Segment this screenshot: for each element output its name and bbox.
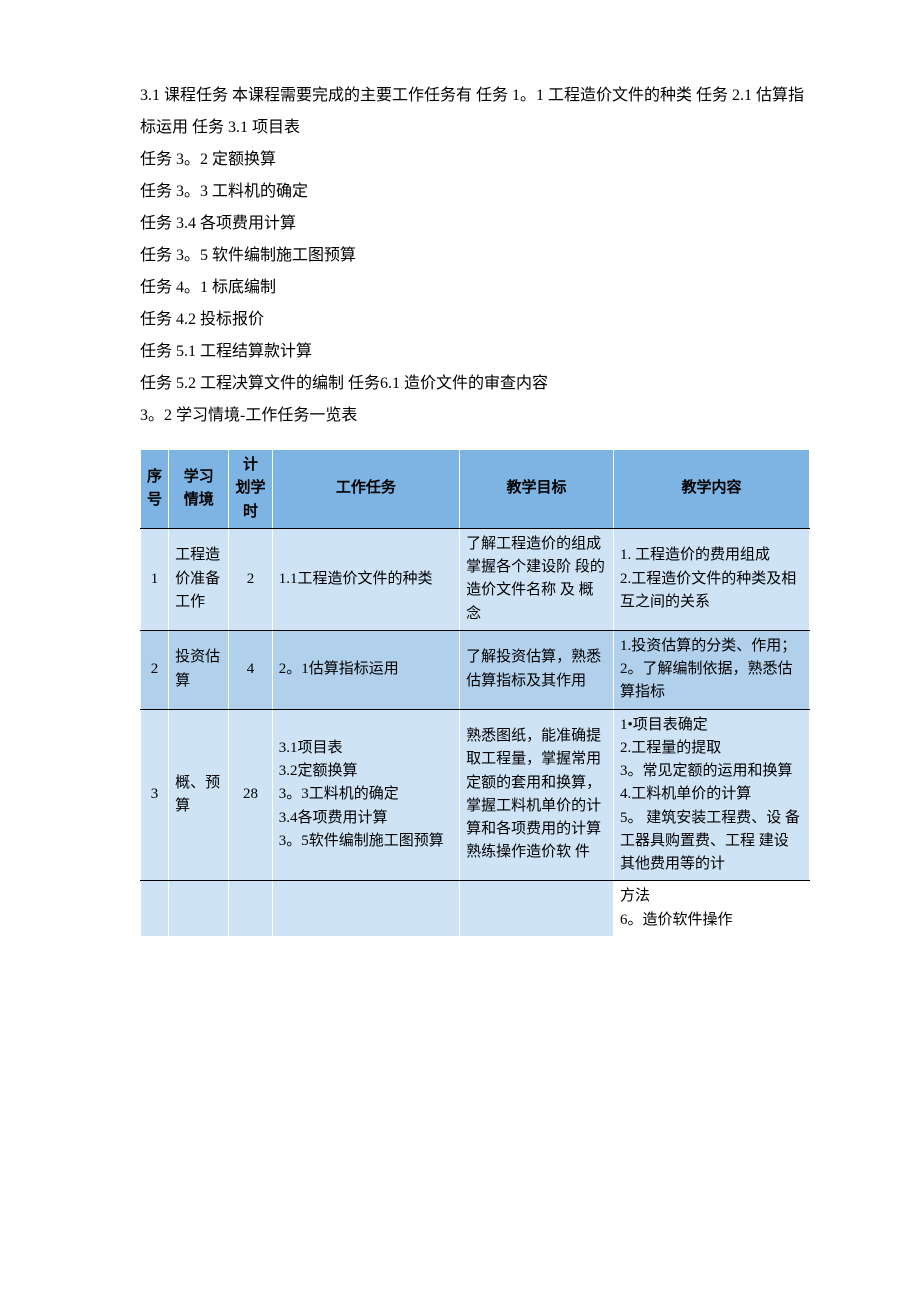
cell-hours: 28: [229, 709, 272, 881]
paragraph: 任务 3。5 软件编制施工图预算: [140, 240, 810, 272]
cell-seq: 3: [141, 709, 169, 881]
cell-content: 1•项目表确定2.工程量的提取3。常见定额的运用和换算4.工料机单价的计算5。 …: [613, 709, 809, 881]
cell-seq: 2: [141, 630, 169, 709]
cell-hours: 2: [229, 528, 272, 630]
cell-scene: 概、预算: [169, 709, 229, 881]
paragraph: 任务 4.2 投标报价: [140, 304, 810, 336]
cell-goal: 熟悉图纸，能准确提取工程量，掌握常用定额的套用和换算，掌握工料机单价的计算和各项…: [460, 709, 614, 881]
paragraph: 任务 3.4 各项费用计算: [140, 208, 810, 240]
cell-scene: 工程造价准备工作: [169, 528, 229, 630]
task-table: 序号 学习 情境 计 划学 时 工作任务 教学目标 教学内容 1 工程造价准备工…: [140, 450, 810, 936]
table-row: 方法6。造价软件操作: [141, 881, 810, 936]
cell-task: 3.1项目表3.2定额换算3。3工料机的确定3.4各项费用计算3。5软件编制施工…: [272, 709, 459, 881]
table-row: 3 概、预算 28 3.1项目表3.2定额换算3。3工料机的确定3.4各项费用计…: [141, 709, 810, 881]
paragraph: 任务 5.1 工程结算款计算: [140, 336, 810, 368]
cell-content: 1. 工程造价的费用组成2.工程造价文件的种类及相互之间的关系: [613, 528, 809, 630]
cell-content: 方法6。造价软件操作: [613, 881, 809, 936]
cell-content: 1.投资估算的分类、作用；2。了解编制依据，熟悉估算指标: [613, 630, 809, 709]
table-row: 2 投资估算 4 2。1估算指标运用 了解投资估算，熟悉估算指标及其作用 1.投…: [141, 630, 810, 709]
cell-goal: [460, 881, 614, 936]
col-header-hours: 计 划学 时: [229, 450, 272, 528]
paragraph: 3。2 学习情境-工作任务一览表: [140, 400, 810, 432]
cell-seq: 1: [141, 528, 169, 630]
cell-hours: 4: [229, 630, 272, 709]
table-row: 1 工程造价准备工作 2 1.1工程造价文件的种类 了解工程造价的组成掌握各个建…: [141, 528, 810, 630]
col-header-task: 工作任务: [272, 450, 459, 528]
paragraph: 任务 5.2 工程决算文件的编制 任务6.1 造价文件的审查内容: [140, 368, 810, 400]
paragraph: 任务 3。2 定额换算: [140, 144, 810, 176]
cell-goal: 了解投资估算，熟悉估算指标及其作用: [460, 630, 614, 709]
paragraph: 3.1 课程任务 本课程需要完成的主要工作任务有 任务 1。1 工程造价文件的种…: [140, 80, 810, 144]
cell-goal: 了解工程造价的组成掌握各个建设阶 段的造价文件名称 及 概念: [460, 528, 614, 630]
col-header-seq: 序号: [141, 450, 169, 528]
intro-text: 3.1 课程任务 本课程需要完成的主要工作任务有 任务 1。1 工程造价文件的种…: [140, 80, 810, 432]
cell-hours: [229, 881, 272, 936]
cell-task: 1.1工程造价文件的种类: [272, 528, 459, 630]
cell-task: [272, 881, 459, 936]
col-header-scene: 学习 情境: [169, 450, 229, 528]
cell-scene: 投资估算: [169, 630, 229, 709]
paragraph: 任务 3。3 工料机的确定: [140, 176, 810, 208]
cell-scene: [169, 881, 229, 936]
col-header-goal: 教学目标: [460, 450, 614, 528]
cell-seq: [141, 881, 169, 936]
table-header-row: 序号 学习 情境 计 划学 时 工作任务 教学目标 教学内容: [141, 450, 810, 528]
paragraph: 任务 4。1 标底编制: [140, 272, 810, 304]
col-header-content: 教学内容: [613, 450, 809, 528]
cell-task: 2。1估算指标运用: [272, 630, 459, 709]
